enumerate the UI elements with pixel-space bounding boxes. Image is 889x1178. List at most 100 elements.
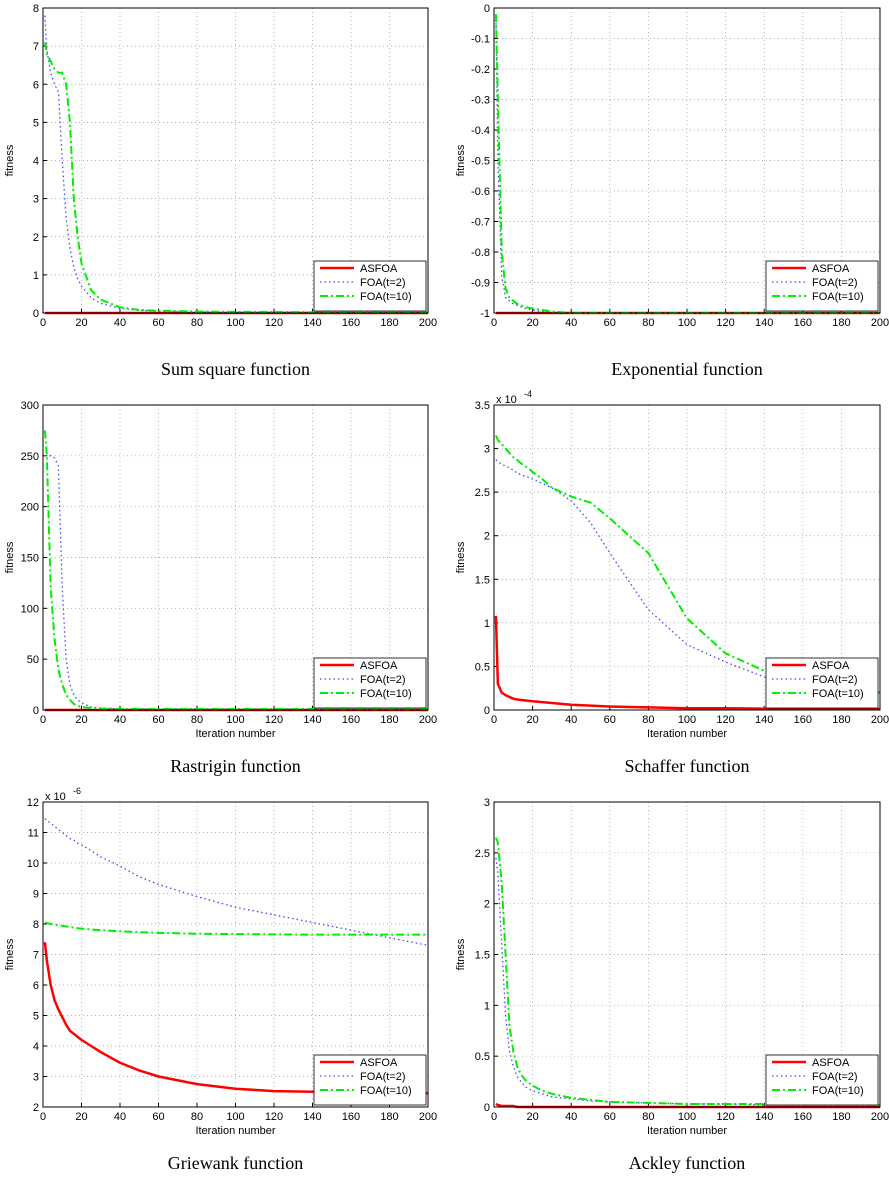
y-tick-label: 8	[33, 919, 39, 931]
plot-frame	[42, 801, 429, 1108]
x-tick-label: 180	[380, 714, 398, 726]
x-tick-label: 140	[303, 317, 321, 329]
y-tick-label: 6	[33, 980, 39, 992]
series-group	[494, 435, 881, 711]
y-scale-base: x 10	[45, 791, 66, 803]
plot-frame	[493, 404, 881, 711]
legend: ASFOA FOA(t=2) FOA(t=10)	[765, 657, 879, 709]
x-tick-label: 120	[265, 1111, 283, 1123]
x-tick-label: 40	[565, 1111, 577, 1123]
y-tick-label: 9	[33, 889, 39, 901]
chart-caption: Rastrigin function	[170, 756, 300, 776]
x-tick-label: 200	[871, 317, 889, 329]
y-tick-label: 1.5	[475, 950, 490, 962]
x-tick-label: 160	[342, 714, 360, 726]
legend-label: FOA(t=2)	[812, 1071, 858, 1083]
x-tick-label: 140	[755, 317, 773, 329]
x-tick-label: 20	[75, 317, 87, 329]
x-tick-label: 0	[491, 317, 497, 329]
x-tick-label: 0	[491, 1111, 497, 1123]
y-tick-label: 5	[33, 117, 39, 129]
y-tick-label: 2.5	[475, 487, 490, 499]
legend-label: FOA(t=10)	[812, 291, 864, 303]
y-tick-label: 0.5	[475, 1051, 490, 1063]
legend-label: FOA(t=10)	[812, 688, 864, 700]
x-tick-label: 100	[678, 317, 696, 329]
x-tick-label: 120	[716, 1111, 734, 1123]
chart-panel: 0 20 40 60 80 100 120 140 160 180 200 -1 -0.9 -0.8 -0.…	[455, 3, 889, 379]
y-tick-label: -0.7	[471, 217, 490, 229]
y-axis-label: fitness	[4, 144, 16, 176]
x-tick-label: 60	[604, 317, 616, 329]
series-line	[44, 455, 428, 710]
legend-label: FOA(t=10)	[360, 1085, 412, 1097]
legend-box	[313, 657, 427, 709]
y-tick-label: 3.5	[475, 400, 490, 412]
y-tick-label: 12	[27, 797, 39, 809]
x-tick-label: 20	[75, 1111, 87, 1123]
y-tick-label: -0.6	[471, 186, 490, 198]
y-tick-label: 150	[21, 553, 39, 565]
x-tick-label: 140	[755, 714, 773, 726]
plot-frame	[42, 404, 429, 711]
chart-caption: Exponential function	[611, 359, 762, 379]
y-tick-label: 100	[21, 603, 39, 615]
x-tick-label: 160	[342, 317, 360, 329]
chart-panel: 0 20 40 60 80 100 120 140 160 180 200 0 0.5 1 1.5 2 2.5 3…	[455, 389, 889, 776]
series-line	[494, 615, 880, 711]
x-tick-label: 120	[265, 317, 283, 329]
plot-frame	[493, 7, 881, 314]
y-tick-label: 3	[33, 1072, 39, 1084]
x-tick-label: 160	[342, 1111, 360, 1123]
x-tick-label: 20	[75, 714, 87, 726]
y-tick-label: 0	[33, 308, 39, 320]
x-tick-label: 160	[794, 317, 812, 329]
x-tick-label: 200	[419, 1111, 437, 1123]
y-tick-label: -0.3	[471, 95, 490, 107]
x-tick-label: 40	[114, 317, 126, 329]
chart-panel: 0 20 40 60 80 100 120 140 160 180 200 0 1 2 3 4 5 6 7 8 fitn…	[4, 3, 437, 379]
legend-label: FOA(t=10)	[360, 291, 412, 303]
y-tick-label: 0	[484, 3, 490, 15]
y-axis-label: fitness	[4, 938, 16, 970]
x-tick-label: 120	[716, 714, 734, 726]
y-tick-label: 6	[33, 79, 39, 91]
x-tick-label: 120	[265, 714, 283, 726]
series-line	[43, 942, 428, 1095]
series-line	[495, 435, 881, 694]
plot-frame	[493, 801, 881, 1108]
x-tick-label: 80	[191, 317, 203, 329]
y-tick-label: 2.5	[475, 848, 490, 860]
plot-frame	[42, 7, 429, 314]
x-tick-label: 60	[152, 714, 164, 726]
y-tick-label: 11	[28, 828, 39, 840]
series-line	[495, 14, 880, 314]
legend-label: FOA(t=2)	[360, 674, 406, 686]
chart-caption: Schaffer function	[624, 756, 749, 776]
legend-label: FOA(t=2)	[360, 1071, 406, 1083]
x-tick-label: 120	[716, 317, 734, 329]
x-tick-label: 80	[642, 1111, 654, 1123]
x-tick-label: 0	[40, 317, 46, 329]
y-scale-exponent: -6	[73, 786, 81, 796]
legend: ASFOA FOA(t=2) FOA(t=10)	[313, 260, 427, 312]
x-tick-label: 80	[642, 317, 654, 329]
x-tick-label: 140	[303, 714, 321, 726]
x-tick-label: 80	[642, 714, 654, 726]
series-line	[44, 921, 428, 936]
x-tick-label: 0	[40, 1111, 46, 1123]
x-tick-label: 20	[526, 714, 538, 726]
series-line	[495, 459, 881, 694]
legend-label: FOA(t=2)	[360, 277, 406, 289]
x-tick-label: 100	[678, 714, 696, 726]
x-tick-label: 200	[419, 714, 437, 726]
y-tick-label: 8	[33, 3, 39, 15]
legend: ASFOA FOA(t=2) FOA(t=10)	[765, 260, 879, 312]
y-tick-label: 0	[484, 1102, 490, 1114]
legend-label: ASFOA	[360, 660, 398, 672]
y-tick-label: -0.4	[471, 125, 490, 137]
x-axis-label: Iteration number	[195, 1125, 275, 1137]
x-tick-label: 180	[380, 1111, 398, 1123]
x-tick-label: 20	[526, 1111, 538, 1123]
x-tick-label: 0	[491, 714, 497, 726]
